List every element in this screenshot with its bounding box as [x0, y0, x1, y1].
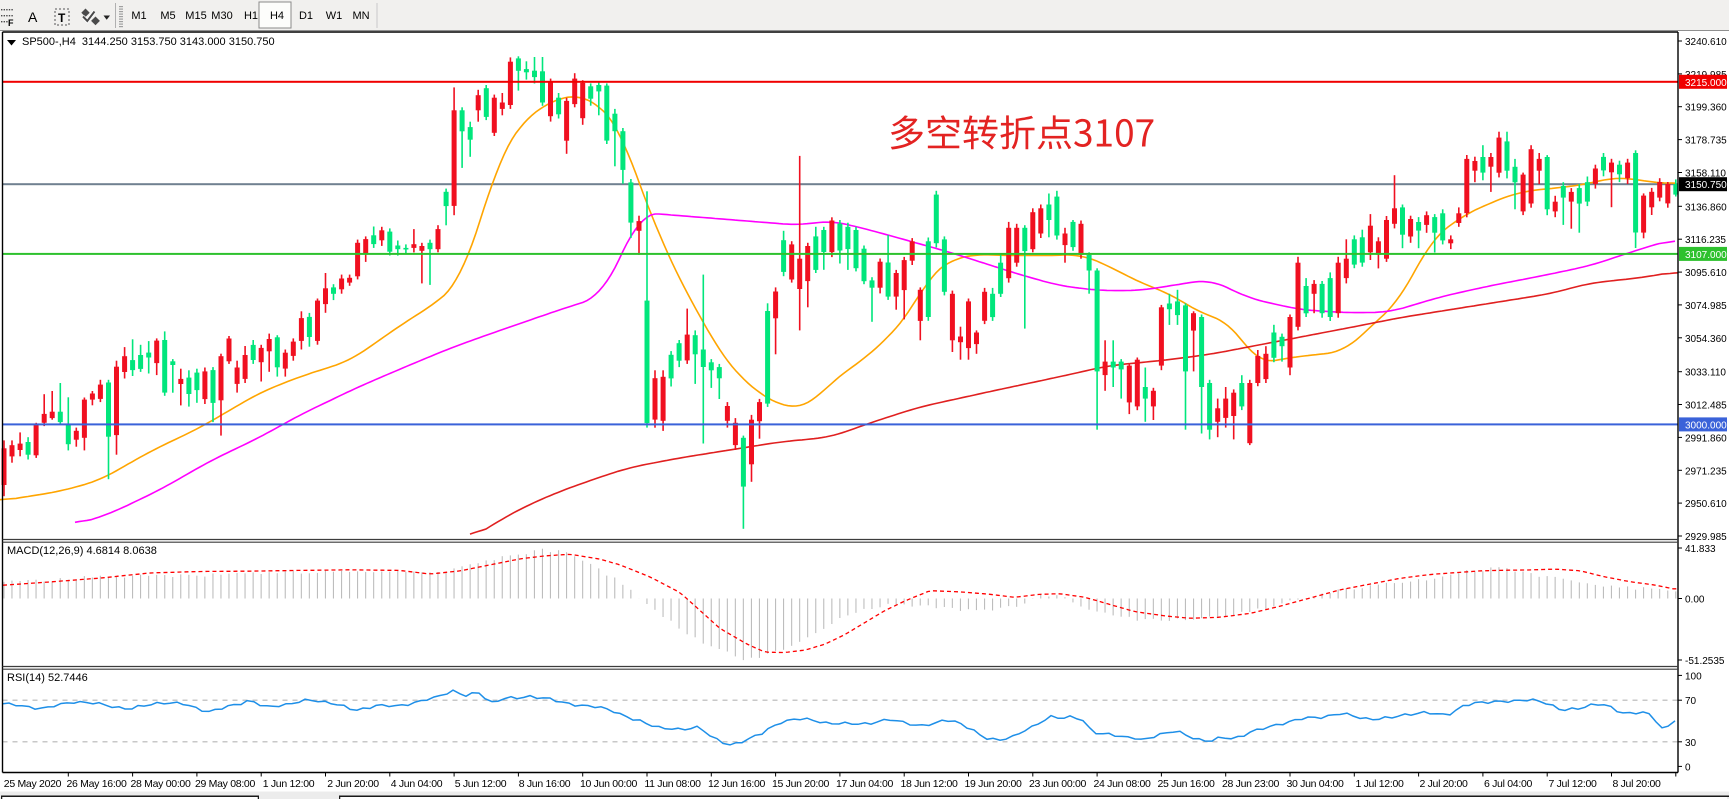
svg-text:2971.235: 2971.235 [1685, 466, 1727, 477]
svg-text:29 May 08:00: 29 May 08:00 [195, 778, 255, 790]
svg-text:3012.485: 3012.485 [1685, 401, 1727, 412]
svg-text:3116.235: 3116.235 [1685, 235, 1726, 246]
svg-text:3215.000: 3215.000 [1685, 78, 1727, 89]
svg-text:1 Jul 12:00: 1 Jul 12:00 [1355, 778, 1404, 790]
svg-text:MN: MN [352, 10, 369, 22]
svg-text:11 Jun 08:00: 11 Jun 08:00 [644, 778, 701, 790]
svg-text:1 Jun 12:00: 1 Jun 12:00 [263, 778, 315, 790]
svg-text:3136.860: 3136.860 [1685, 202, 1727, 213]
svg-text:SP500-,H4 3144.250 3153.750 3: SP500-,H4 3144.250 3153.750 3143.000 315… [22, 36, 275, 48]
svg-text:H1: H1 [244, 10, 258, 22]
svg-text:2991.860: 2991.860 [1685, 433, 1727, 444]
svg-text:3033.110: 3033.110 [1685, 368, 1726, 379]
svg-text:15 Jun 20:00: 15 Jun 20:00 [772, 778, 830, 790]
svg-text:41.833: 41.833 [1685, 544, 1716, 555]
svg-text:24 Jun 08:00: 24 Jun 08:00 [1093, 778, 1151, 790]
svg-text:2950.610: 2950.610 [1685, 499, 1727, 510]
svg-text:T: T [58, 11, 66, 25]
svg-text:M5: M5 [160, 10, 175, 22]
svg-text:30 Jun 04:00: 30 Jun 04:00 [1286, 778, 1344, 790]
svg-text:8 Jul 20:00: 8 Jul 20:00 [1612, 778, 1661, 790]
svg-text:2 Jun 20:00: 2 Jun 20:00 [327, 778, 379, 790]
svg-text:D1: D1 [299, 10, 313, 22]
svg-text:2929.985: 2929.985 [1685, 532, 1727, 543]
svg-text:3150.750: 3150.750 [1685, 180, 1727, 191]
svg-text:4 Jun 04:00: 4 Jun 04:00 [391, 778, 443, 790]
svg-text:W1: W1 [326, 10, 343, 22]
svg-text:23 Jun 00:00: 23 Jun 00:00 [1029, 778, 1087, 790]
svg-text:18 Jun 12:00: 18 Jun 12:00 [900, 778, 958, 790]
svg-text:12 Jun 16:00: 12 Jun 16:00 [708, 778, 766, 790]
svg-text:3095.610: 3095.610 [1685, 268, 1727, 279]
svg-text:10 Jun 00:00: 10 Jun 00:00 [580, 778, 638, 790]
svg-text:5 Jun 12:00: 5 Jun 12:00 [455, 778, 507, 790]
svg-text:3107.000: 3107.000 [1685, 250, 1727, 261]
svg-text:28 May 00:00: 28 May 00:00 [130, 778, 190, 790]
svg-text:MACD(12,26,9) 4.6814 8.0638: MACD(12,26,9) 4.6814 8.0638 [7, 545, 157, 557]
svg-text:17 Jun 04:00: 17 Jun 04:00 [836, 778, 894, 790]
svg-text:0: 0 [1685, 762, 1691, 773]
svg-text:H4: H4 [270, 10, 284, 22]
svg-text:F: F [8, 18, 14, 28]
svg-text:6 Jul 04:00: 6 Jul 04:00 [1484, 778, 1533, 790]
svg-text:8 Jun 16:00: 8 Jun 16:00 [519, 778, 571, 790]
svg-text:26 May 16:00: 26 May 16:00 [66, 778, 126, 790]
svg-text:25 Jun 16:00: 25 Jun 16:00 [1157, 778, 1215, 790]
svg-text:M15: M15 [185, 10, 206, 22]
svg-text:0.00: 0.00 [1685, 595, 1705, 606]
svg-text:A: A [28, 9, 38, 25]
svg-text:30: 30 [1685, 738, 1697, 749]
svg-text:RSI(14) 52.7446: RSI(14) 52.7446 [7, 672, 88, 684]
svg-text:3178.735: 3178.735 [1685, 136, 1727, 147]
svg-text:M30: M30 [211, 10, 232, 22]
svg-text:M1: M1 [131, 10, 146, 22]
svg-text:3199.360: 3199.360 [1685, 103, 1727, 114]
svg-text:70: 70 [1685, 696, 1697, 707]
svg-text:3158.110: 3158.110 [1685, 169, 1726, 180]
svg-text:2 Jul 20:00: 2 Jul 20:00 [1419, 778, 1468, 790]
svg-text:19 Jun 20:00: 19 Jun 20:00 [964, 778, 1022, 790]
svg-text:25 May 2020: 25 May 2020 [4, 778, 62, 790]
svg-text:-51.2535: -51.2535 [1685, 656, 1725, 667]
svg-text:3240.610: 3240.610 [1685, 37, 1727, 48]
svg-text:28 Jun 23:00: 28 Jun 23:00 [1222, 778, 1280, 790]
svg-text:3054.360: 3054.360 [1685, 334, 1727, 345]
svg-text:3000.000: 3000.000 [1685, 420, 1727, 431]
svg-text:7 Jul 12:00: 7 Jul 12:00 [1548, 778, 1597, 790]
svg-text:3074.985: 3074.985 [1685, 301, 1727, 312]
svg-text:100: 100 [1685, 671, 1702, 682]
